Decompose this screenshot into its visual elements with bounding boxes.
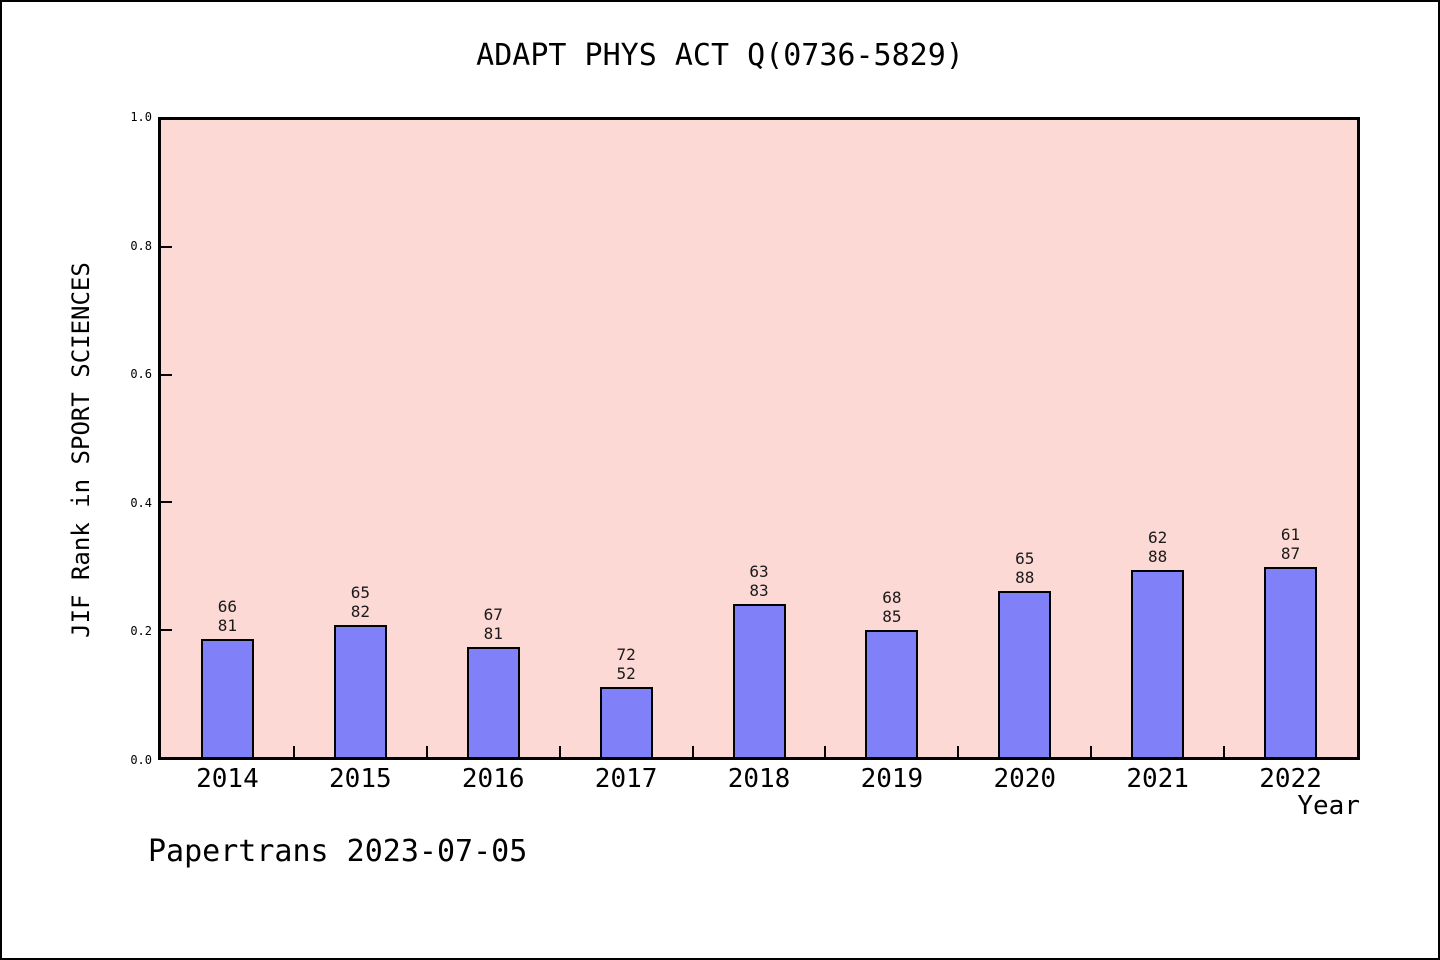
bar-rank-value: 62 <box>1148 528 1168 547</box>
bar-2019 <box>865 630 919 757</box>
bar-total-value: 81 <box>217 616 238 635</box>
x-tick-label-2021: 2021 <box>1126 764 1189 794</box>
bar-rank-value: 68 <box>882 588 902 607</box>
x-axis-tick <box>957 746 959 757</box>
bar-2016 <box>466 647 520 757</box>
x-tick-label-2017: 2017 <box>594 764 658 794</box>
x-tick-label-2022: 2022 <box>1259 764 1322 794</box>
bar-rank-value: 65 <box>1015 549 1035 568</box>
y-tick-label-0.6: 0.6 <box>130 367 152 382</box>
x-axis-tick <box>1090 746 1092 757</box>
bar-total-value: 82 <box>350 602 370 621</box>
bar-2020 <box>998 591 1052 757</box>
x-axis-tick <box>559 746 561 757</box>
y-axis-tick <box>161 501 172 503</box>
bar-value-label-2014: 66 81 <box>177 597 277 635</box>
x-tick-label-2019: 2019 <box>860 764 924 794</box>
bar-rank-value: 65 <box>350 583 370 602</box>
y-axis-label: JIF Rank in SPORT SCIENCES <box>67 262 95 638</box>
x-tick-label-2020: 2020 <box>993 764 1057 794</box>
y-tick-label-0.8: 0.8 <box>130 238 152 253</box>
bar-2022 <box>1264 567 1318 757</box>
y-tick-label-1.0: 1.0 <box>130 110 152 124</box>
bar-rank-value: 72 <box>616 645 636 664</box>
bar-total-value: 85 <box>882 607 902 626</box>
x-tick-label-2014: 2014 <box>196 764 259 794</box>
x-tick-label-2018: 2018 <box>727 764 791 794</box>
bar-value-label-2020: 65 88 <box>975 549 1075 587</box>
y-axis-tick <box>161 374 172 376</box>
y-tick-label-0.4: 0.4 <box>130 495 152 510</box>
x-tick-label-2016: 2016 <box>461 764 525 794</box>
bar-value-label-2015: 65 82 <box>310 583 410 621</box>
bar-total-value: 87 <box>1280 544 1301 563</box>
plot-area: 66 81 65 82 67 81 72 52 63 83 68 85 65 88 62 88 61 87 <box>158 117 1360 760</box>
x-axis-label: Year <box>1297 791 1360 821</box>
x-axis-tick <box>692 746 694 757</box>
bar-value-label-2018: 63 83 <box>709 562 809 600</box>
bar-value-label-2017: 72 52 <box>576 645 676 683</box>
x-axis-tick <box>293 746 295 757</box>
bar-2017 <box>599 687 653 757</box>
bar-2015 <box>333 625 387 757</box>
bar-value-label-2021: 62 88 <box>1108 528 1208 566</box>
y-axis-tick <box>161 629 172 631</box>
bar-rank-value: 63 <box>749 562 769 581</box>
bar-rank-value: 67 <box>483 605 503 624</box>
bar-total-value: 81 <box>483 624 503 643</box>
bar-total-value: 83 <box>749 581 769 600</box>
x-tick-label-2015: 2015 <box>329 764 392 794</box>
bar-value-label-2019: 68 85 <box>842 588 942 626</box>
bar-total-value: 88 <box>1148 547 1168 566</box>
bar-2014 <box>200 639 254 757</box>
bar-rank-value: 61 <box>1280 525 1301 544</box>
bar-value-label-2016: 67 81 <box>443 605 543 643</box>
footer-watermark: Papertrans 2023-07-05 <box>148 834 528 869</box>
y-axis-tick <box>161 246 172 248</box>
bar-total-value: 52 <box>616 664 636 683</box>
bar-2018 <box>732 604 786 757</box>
chart-title: ADAPT PHYS ACT Q(0736-5829) <box>476 38 964 73</box>
bar-value-label-2022: 61 87 <box>1241 525 1341 563</box>
x-axis-tick <box>426 746 428 757</box>
bar-rank-value: 66 <box>217 597 238 616</box>
x-axis-tick <box>1223 746 1225 757</box>
y-tick-label-0.0: 0.0 <box>130 753 152 767</box>
y-tick-label-0.2: 0.2 <box>130 624 152 639</box>
bar-2021 <box>1131 570 1185 757</box>
x-axis-tick <box>824 746 826 757</box>
bar-total-value: 88 <box>1015 568 1035 587</box>
